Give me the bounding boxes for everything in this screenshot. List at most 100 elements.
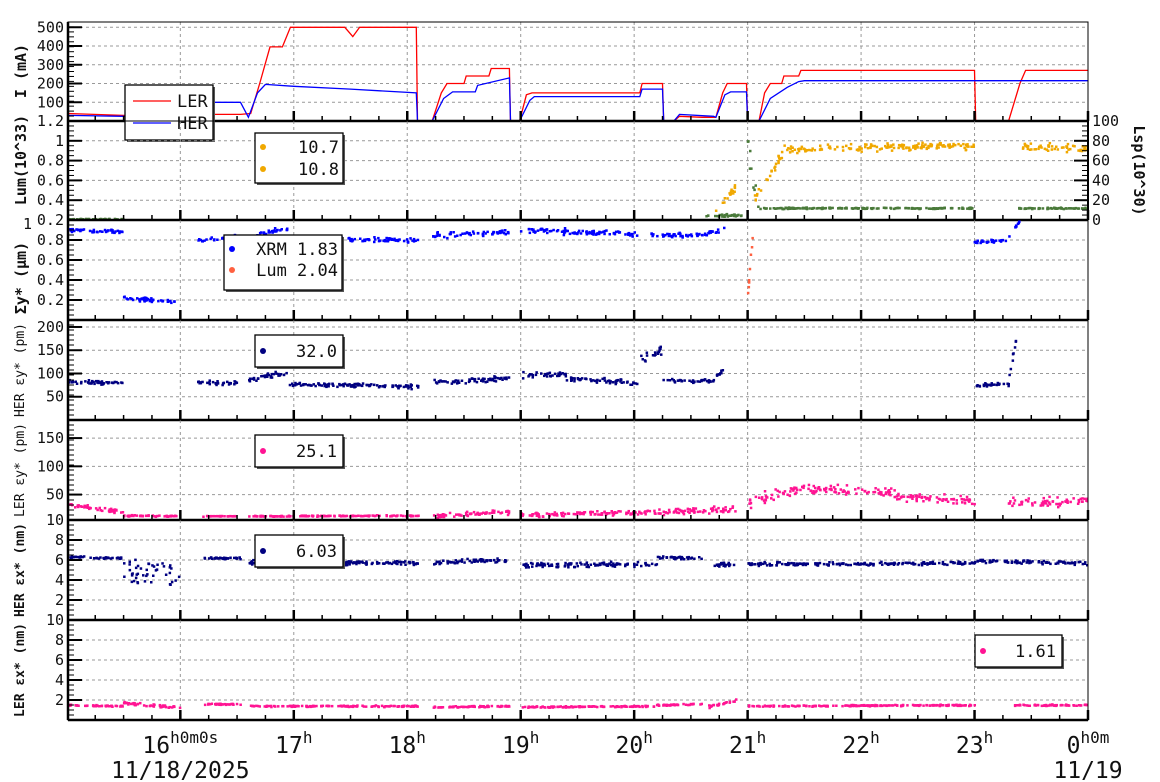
- data-point: [970, 145, 973, 148]
- data-point: [551, 706, 554, 709]
- data-point: [898, 206, 901, 210]
- data-point: [450, 560, 453, 564]
- data-point: [103, 506, 107, 510]
- data-point: [632, 381, 635, 385]
- data-point: [814, 563, 817, 566]
- data-point: [702, 379, 705, 382]
- data-point: [92, 228, 96, 232]
- data-point: [1066, 501, 1069, 504]
- legend: 6.03: [254, 534, 345, 569]
- y-tick-label: 0.8: [37, 231, 64, 249]
- data-point: [895, 495, 899, 498]
- data-point: [672, 703, 675, 706]
- data-point: [723, 201, 726, 204]
- data-point: [282, 705, 285, 708]
- data-point: [795, 486, 798, 490]
- data-point: [959, 144, 963, 147]
- data-point: [759, 207, 762, 211]
- data-point: [478, 558, 482, 562]
- data-point: [916, 146, 919, 149]
- data-point: [722, 702, 725, 706]
- data-point: [1014, 224, 1018, 227]
- data-point: [111, 230, 115, 234]
- data-point: [904, 561, 907, 564]
- data-point: [142, 296, 146, 300]
- data-point: [693, 511, 696, 514]
- data-point: [556, 514, 559, 517]
- legend-box: [974, 634, 1063, 668]
- data-point: [949, 206, 953, 210]
- data-point: [915, 499, 918, 503]
- data-point: [727, 561, 730, 565]
- data-point: [340, 383, 343, 387]
- data-point: [589, 563, 593, 566]
- legend-value: 25.1: [296, 442, 337, 462]
- data-point: [1033, 501, 1037, 504]
- data-point: [563, 227, 567, 230]
- data-point: [307, 514, 311, 518]
- data-point: [1041, 502, 1045, 505]
- data-point: [620, 381, 623, 384]
- data-point: [436, 560, 439, 564]
- data-point: [405, 238, 409, 241]
- data-point: [615, 562, 619, 565]
- data-point: [964, 143, 968, 146]
- data-point: [677, 511, 681, 515]
- data-point: [597, 513, 600, 516]
- data-point: [624, 563, 627, 566]
- data-point: [711, 230, 714, 233]
- data-point: [721, 369, 725, 372]
- data-point: [717, 702, 721, 706]
- data-point: [396, 559, 399, 563]
- data-point: [670, 703, 673, 707]
- data-point: [788, 151, 792, 154]
- data-point: [793, 564, 797, 567]
- data-point: [1009, 500, 1012, 503]
- data-point: [1077, 149, 1080, 152]
- data-point: [855, 562, 858, 566]
- data-point: [970, 561, 974, 565]
- data-point: [1033, 207, 1036, 210]
- data-point: [957, 207, 961, 210]
- data-point: [681, 510, 684, 513]
- data-point: [587, 565, 591, 569]
- data-point: [993, 383, 996, 386]
- data-point: [456, 382, 459, 385]
- data-point: [814, 490, 817, 494]
- data-point: [326, 704, 330, 708]
- data-point: [1086, 564, 1088, 567]
- data-point: [372, 514, 375, 518]
- data-point: [949, 560, 952, 564]
- data-point: [847, 490, 850, 494]
- panel-2: 0.40.60.810.2 020406080100Lsp(10^30)Lum(1…: [12, 112, 1148, 229]
- data-point: [885, 206, 888, 210]
- data-point: [635, 563, 639, 566]
- data-point: [355, 382, 358, 386]
- data-point: [337, 704, 340, 708]
- data-point: [835, 704, 838, 707]
- data-point: [210, 702, 214, 705]
- data-point: [592, 231, 595, 234]
- data-point: [777, 495, 780, 498]
- data-point: [576, 377, 580, 381]
- data-point: [109, 229, 112, 232]
- data-point: [81, 555, 84, 559]
- data-point: [151, 299, 155, 302]
- y-tick-label: 0.6: [37, 251, 64, 269]
- data-point: [1036, 703, 1040, 707]
- data-point: [231, 702, 235, 706]
- data-point: [113, 511, 116, 515]
- data-point: [504, 229, 507, 232]
- panel-frame: [67, 419, 1089, 521]
- data-point: [610, 510, 613, 513]
- data-point: [546, 562, 550, 565]
- data-point: [748, 167, 752, 170]
- data-point: [1038, 145, 1041, 149]
- data-point: [658, 346, 661, 350]
- data-point: [911, 497, 914, 500]
- data-point: [567, 566, 570, 569]
- data-point: [811, 491, 814, 494]
- data-point: [946, 563, 949, 567]
- data-point: [1017, 704, 1020, 707]
- data-point: [650, 562, 654, 566]
